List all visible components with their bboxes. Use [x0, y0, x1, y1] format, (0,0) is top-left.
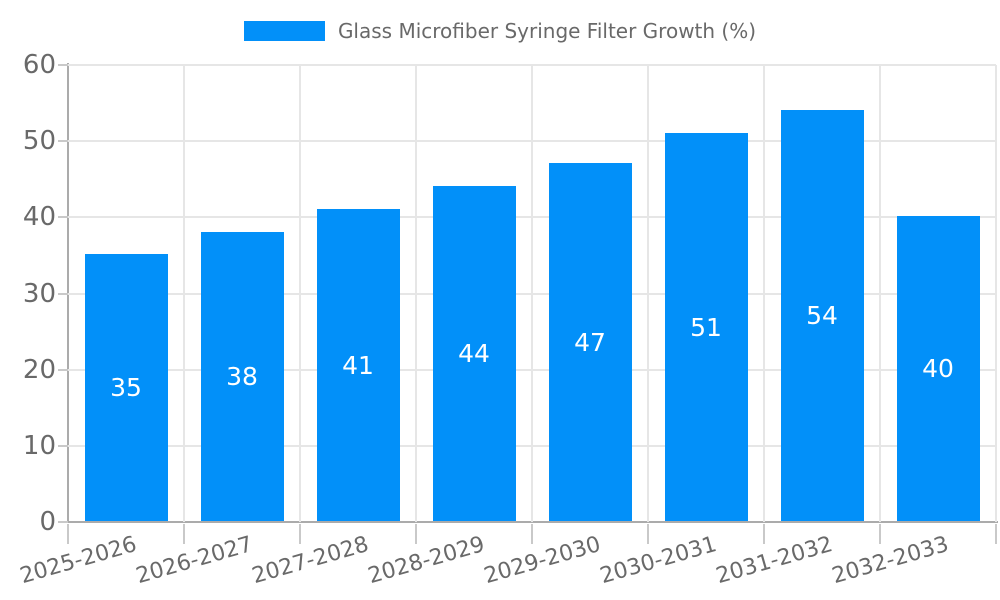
x-tick	[995, 524, 997, 544]
bar-2030-2031[interactable]: 51	[664, 133, 748, 521]
bar-2029-2030[interactable]: 47	[548, 163, 632, 521]
x-gridline	[647, 65, 649, 522]
bar-2027-2028[interactable]: 41	[316, 209, 400, 521]
x-tick-label: 2027-2028	[249, 532, 372, 590]
x-gridline	[995, 65, 997, 522]
y-tick	[58, 216, 68, 219]
bar-value-label: 38	[226, 362, 258, 391]
x-tick	[299, 524, 301, 544]
x-gridline	[531, 65, 533, 522]
bar-2031-2032[interactable]: 54	[780, 110, 864, 521]
y-tick	[58, 521, 68, 523]
x-tick	[67, 524, 69, 544]
legend-item[interactable]: Glass Microfiber Syringe Filter Growth (…	[0, 17, 1000, 45]
bar-value-label: 47	[574, 327, 606, 357]
x-tick-label: 2032-2033	[829, 532, 952, 590]
bar-value-label: 41	[342, 350, 374, 380]
x-gridline	[183, 65, 185, 522]
bar-value-label: 35	[110, 373, 142, 402]
x-tick	[763, 524, 765, 544]
y-tick-label: 20	[22, 354, 56, 385]
x-tick-label: 2026-2027	[133, 532, 256, 590]
x-gridline	[415, 65, 417, 522]
x-tick-label: 2029-2030	[481, 532, 604, 590]
x-tick	[183, 524, 185, 544]
y-tick-label: 50	[22, 126, 56, 157]
x-tick	[531, 524, 533, 544]
y-tick	[58, 444, 68, 447]
bar-value-label: 44	[458, 339, 490, 368]
x-axis-line	[58, 521, 998, 523]
y-tick-label: 0	[39, 507, 56, 537]
y-tick-label: 40	[22, 202, 56, 233]
y-tick-label: 30	[22, 278, 56, 309]
plot-area: 35 38 41 44 47 51 54 40	[68, 64, 997, 522]
x-tick-label: 2031-2032	[713, 532, 836, 590]
bar-value-label: 51	[690, 312, 722, 342]
x-tick	[415, 524, 417, 544]
legend-swatch	[243, 21, 325, 41]
y-tick	[58, 368, 68, 371]
y-tick	[58, 140, 68, 143]
bar-2028-2029[interactable]: 44	[432, 186, 516, 521]
y-tick	[58, 292, 68, 295]
y-tick-label: 10	[22, 430, 56, 461]
bar-2025-2026[interactable]: 35	[84, 254, 168, 521]
x-tick	[879, 524, 881, 544]
bar-2032-2033[interactable]: 40	[896, 216, 980, 521]
x-gridline	[879, 65, 881, 522]
x-tick-label: 2028-2029	[365, 532, 488, 590]
bar-value-label: 40	[922, 354, 954, 383]
legend-label: Glass Microfiber Syringe Filter Growth (…	[337, 19, 757, 43]
x-tick-label: 2030-2031	[597, 532, 720, 590]
y-tick	[58, 64, 68, 66]
bar-2026-2027[interactable]: 38	[200, 232, 284, 521]
bar-value-label: 54	[806, 301, 838, 330]
y-tick-label: 60	[22, 50, 56, 80]
x-gridline	[763, 65, 765, 522]
x-tick	[647, 524, 649, 544]
x-tick-label: 2025-2026	[17, 532, 140, 590]
x-gridline	[299, 65, 301, 522]
